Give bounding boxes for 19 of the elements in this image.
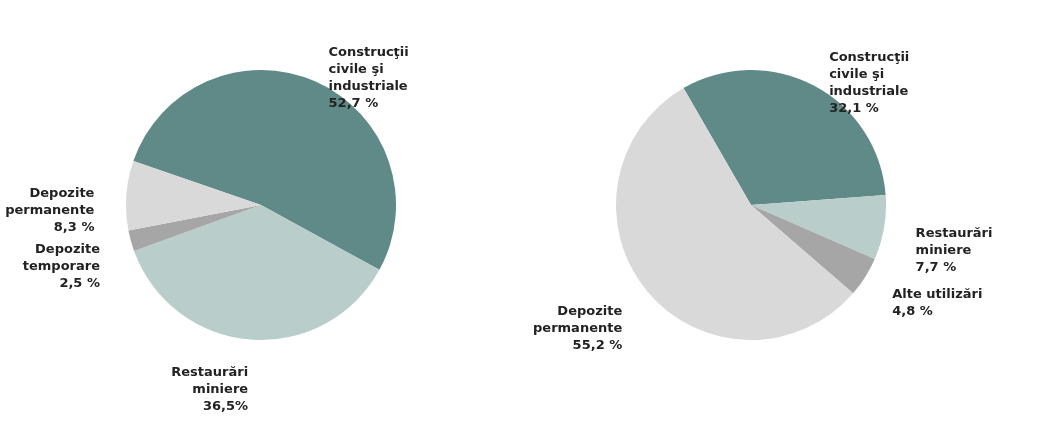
data-label: 8,3 % (53, 219, 95, 235)
slice-label: Restaurări miniere (915, 225, 993, 258)
pie-slice (128, 205, 261, 251)
pie-slice (126, 161, 261, 231)
data-label: 2,5 % (59, 275, 100, 291)
data-label: 55,2 % (572, 337, 623, 353)
slice-label: Depozite permanente (5, 185, 95, 218)
slice-label: Construcţii civile şi industriale (829, 49, 910, 99)
data-label: 36,5% (203, 397, 249, 413)
slice-label: Alte utilizări (892, 286, 983, 302)
slice-label: Depozite temporare (22, 241, 101, 274)
data-label: 4,8 % (892, 303, 933, 319)
pie-slice (751, 205, 875, 294)
slice-label: Restaurări miniere (171, 363, 249, 396)
pie-slice (751, 195, 886, 259)
slice-label: Construcţii civile şi industriale (328, 44, 409, 94)
slice-label: Depozite permanente (533, 303, 623, 336)
pie-slice (134, 205, 380, 340)
data-label: 7,7 % (915, 259, 957, 275)
